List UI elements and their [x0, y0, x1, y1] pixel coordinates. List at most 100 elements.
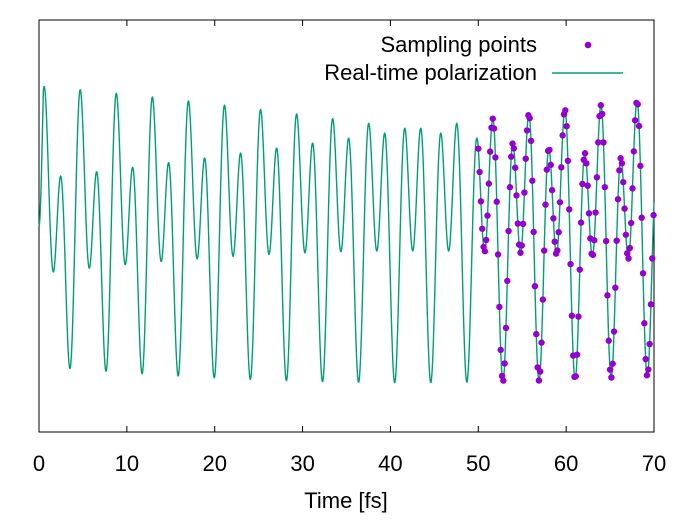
sampling-point [484, 212, 491, 219]
sampling-point [505, 227, 512, 235]
sampling-point [506, 184, 514, 191]
sampling-point [585, 210, 593, 217]
sampling-point [592, 209, 599, 216]
sampling-point [609, 360, 616, 367]
sampling-point [605, 337, 612, 344]
sampling-point [645, 366, 652, 373]
sampling-point [523, 127, 531, 134]
sampling-point [481, 248, 489, 255]
sampling-point [646, 340, 653, 348]
sampling-point [634, 101, 641, 108]
sampling-point [567, 260, 574, 268]
sampling-point [475, 145, 482, 152]
sampling-point [513, 192, 520, 199]
sampling-point [550, 215, 557, 222]
sampling-point [647, 301, 655, 308]
x-tick-label: 60 [554, 451, 578, 476]
sampling-point [510, 145, 518, 152]
sampling-point [479, 225, 486, 232]
sampling-point [563, 123, 570, 130]
sampling-point [508, 153, 515, 160]
sampling-point [617, 155, 624, 162]
sampling-point [558, 164, 565, 171]
sampling-point [509, 140, 516, 147]
sampling-point [521, 189, 528, 196]
sampling-point [494, 251, 502, 258]
x-tick-label: 40 [378, 451, 402, 476]
sampling-point [604, 292, 611, 299]
sampling-point [548, 186, 556, 194]
sampling-point [575, 313, 582, 320]
sampling-point [622, 231, 630, 238]
sampling-point [489, 115, 496, 122]
x-ticks: 0 10 20 30 40 50 60 70 [33, 20, 666, 476]
sampling-point [576, 266, 583, 273]
sampling-point [517, 249, 524, 256]
x-tick-label: 10 [115, 451, 139, 476]
sampling-point [577, 219, 585, 226]
sampling-point [493, 198, 500, 205]
sampling-point [629, 185, 636, 192]
sampling-point [511, 164, 519, 171]
sampling-point [601, 183, 608, 191]
sampling-point [501, 360, 508, 367]
sampling-point [540, 247, 548, 254]
sampling-point [547, 161, 554, 169]
sampling-point [527, 137, 535, 144]
sampling-point [613, 237, 620, 244]
sampling-point [504, 277, 511, 285]
sampling-point [638, 214, 645, 221]
sampling-point [539, 296, 547, 303]
sampling-point [572, 373, 580, 380]
x-axis-label: Time [fs] [304, 488, 388, 513]
sampling-point [555, 228, 562, 236]
sampling-point [566, 206, 573, 213]
sampling-point [635, 122, 643, 130]
x-tick-label: 70 [642, 451, 666, 476]
sampling-point [497, 346, 504, 354]
sampling-point [482, 236, 490, 244]
sampling-point [559, 132, 566, 139]
sampling-point [624, 250, 631, 257]
sampling-point [537, 368, 544, 375]
sampling-point [626, 244, 634, 252]
sampling-point [529, 177, 536, 184]
sampling-point [610, 328, 618, 335]
sampling-point [531, 283, 539, 290]
sampling-point [625, 255, 632, 262]
sampling-point [476, 168, 483, 176]
sampling-point [606, 366, 614, 373]
sampling-point [579, 180, 586, 188]
sampling-point [519, 220, 527, 228]
sampling-point [538, 339, 545, 346]
sampling-point [486, 148, 494, 155]
sampling-point [621, 205, 628, 212]
sampling-point [650, 211, 657, 219]
sampling-point [597, 102, 605, 109]
sampling-point [496, 303, 503, 311]
sampling-point [618, 160, 626, 167]
sampling-point [573, 351, 581, 358]
sampling-point [530, 228, 537, 236]
sampling-point [518, 242, 525, 249]
sampling-point [600, 139, 607, 146]
sampling-point [556, 199, 564, 206]
legend-marker-sampling-points [584, 41, 592, 49]
sampling-point [584, 182, 591, 189]
sampling-point [598, 110, 606, 118]
sampling-point [554, 247, 561, 254]
sampling-point [642, 355, 649, 363]
sampling-point [614, 195, 622, 203]
sampling-point [649, 255, 656, 262]
sampling-point [643, 372, 651, 379]
sampling-point [485, 180, 493, 187]
sampling-point [568, 312, 576, 319]
x-tick-label: 20 [202, 451, 226, 476]
legend-label-sampling-points: Sampling points [380, 32, 537, 57]
sampling-point [589, 251, 597, 259]
sampling-point [514, 220, 522, 227]
sampling-point [627, 219, 635, 227]
sampling-point [583, 160, 590, 167]
sampling-point [637, 162, 644, 170]
sampling-point [581, 150, 589, 157]
